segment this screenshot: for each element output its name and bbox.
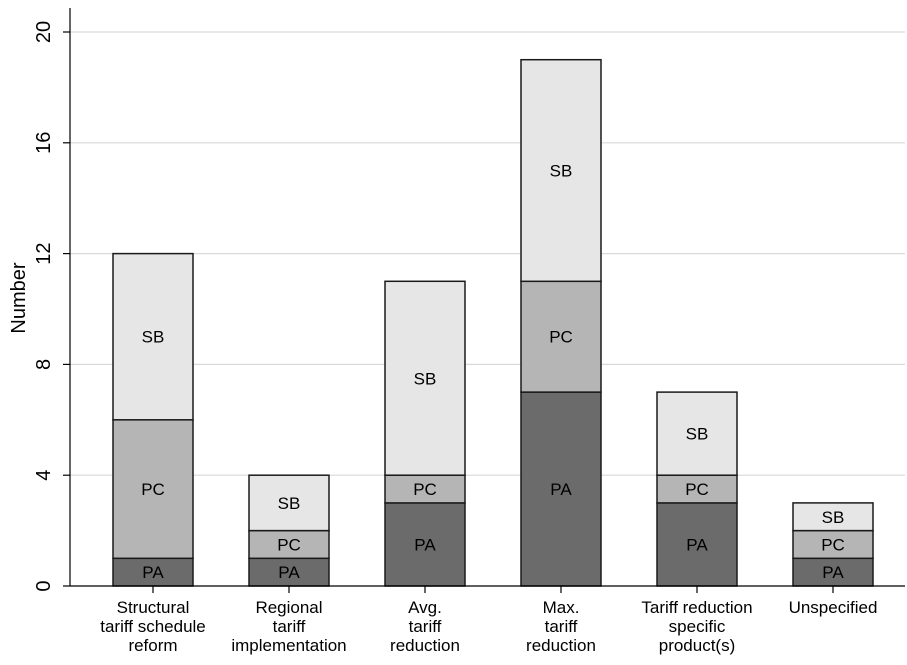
bar-sb-5 [792, 502, 874, 532]
segment-label-pa-0: PA [142, 563, 164, 582]
y-tick-label-0: 0 [33, 580, 55, 591]
x-tick-label-line: tariff [545, 617, 578, 636]
segment-label-sb-5: SB [822, 508, 845, 527]
x-tick-label-line: reduction [526, 636, 596, 655]
x-tick-label-line: reduction [390, 636, 460, 655]
bar-sb-0 [112, 252, 194, 421]
x-tick-label-line: implementation [231, 636, 346, 655]
x-tick-label-1: Regional tariff implementation [231, 598, 346, 655]
bar-sb-2 [384, 280, 466, 476]
bar-sb-3 [520, 58, 602, 283]
bar-pc-0 [112, 419, 194, 560]
segment-label-pc-2: PC [413, 480, 437, 499]
x-tick-label-3: Max. tariff reduction [526, 598, 596, 655]
bar-pc-5 [792, 529, 874, 560]
axes [63, 8, 905, 593]
bar-sb-1 [248, 474, 330, 532]
segment-label-pa-2: PA [414, 535, 436, 554]
x-tick-label-2: Avg. tariff reduction [390, 598, 460, 655]
x-tick-label-line: Tariff reduction [641, 598, 752, 617]
gridlines [70, 31, 905, 476]
segment-label-pa-1: PA [278, 563, 300, 582]
x-tick-label-line: specific [669, 617, 726, 636]
y-tick-label-12: 12 [33, 242, 55, 264]
segment-label-pc-4: PC [685, 480, 709, 499]
segment-label-pc-0: PC [141, 480, 165, 499]
segment-label-sb-4: SB [686, 425, 709, 444]
segment-label-pa-3: PA [550, 480, 572, 499]
bar-pc-2 [384, 474, 466, 504]
bar-pc-3 [520, 280, 602, 393]
x-tick-label-line: Structural [117, 598, 190, 617]
x-tick-label-5: Unspecified [789, 598, 878, 617]
y-tick-label-4: 4 [33, 470, 55, 481]
bar-pc-4 [656, 474, 738, 504]
segment-label-sb-3: SB [550, 162, 573, 181]
segment-label-pa-4: PA [686, 535, 708, 554]
bar-pa-5 [792, 557, 874, 587]
x-tick-label-line: Max. [543, 598, 580, 617]
bar-pa-4 [656, 502, 738, 587]
bar-pa-3 [520, 391, 602, 587]
x-tick-label-line: reform [128, 636, 177, 655]
segment-label-sb-1: SB [278, 494, 301, 513]
segment-label-pa-5: PA [822, 563, 844, 582]
bar-pa-0 [112, 557, 194, 587]
segment-label-sb-2: SB [414, 369, 437, 388]
x-tick-label-4: Tariff reduction specific product(s) [641, 598, 752, 655]
x-tick-label-line: tariff [409, 617, 442, 636]
x-tick-label-line: Regional [255, 598, 322, 617]
x-tick-label-line: Avg. [408, 598, 442, 617]
segment-label-sb-0: SB [142, 328, 165, 347]
x-tick-label-line: tariff schedule [100, 617, 206, 636]
segment-label-pc-3: PC [549, 328, 573, 347]
y-tick-label-8: 8 [33, 359, 55, 370]
x-tick-label-0: Structural tariff schedule reform [100, 598, 206, 655]
y-axis-title: Number [8, 262, 30, 333]
axis-labels: Number 0 4 8 12 16 20 Structural tariff schedul… [8, 21, 877, 655]
x-tick-label-line: tariff [273, 617, 306, 636]
bar-sb-4 [656, 391, 738, 476]
segment-label-pc-5: PC [821, 535, 845, 554]
x-tick-label-line: product(s) [659, 636, 736, 655]
x-tick-label-line: Unspecified [789, 598, 878, 617]
segment-label-pc-1: PC [277, 535, 301, 554]
bar-pa-2 [384, 502, 466, 587]
y-tick-label-20: 20 [33, 21, 55, 43]
bars: PA PC SB PA PC SB PA PC SB PA PC SB PA PC SB PA PC SB [112, 58, 874, 587]
y-tick-label-16: 16 [33, 132, 55, 154]
